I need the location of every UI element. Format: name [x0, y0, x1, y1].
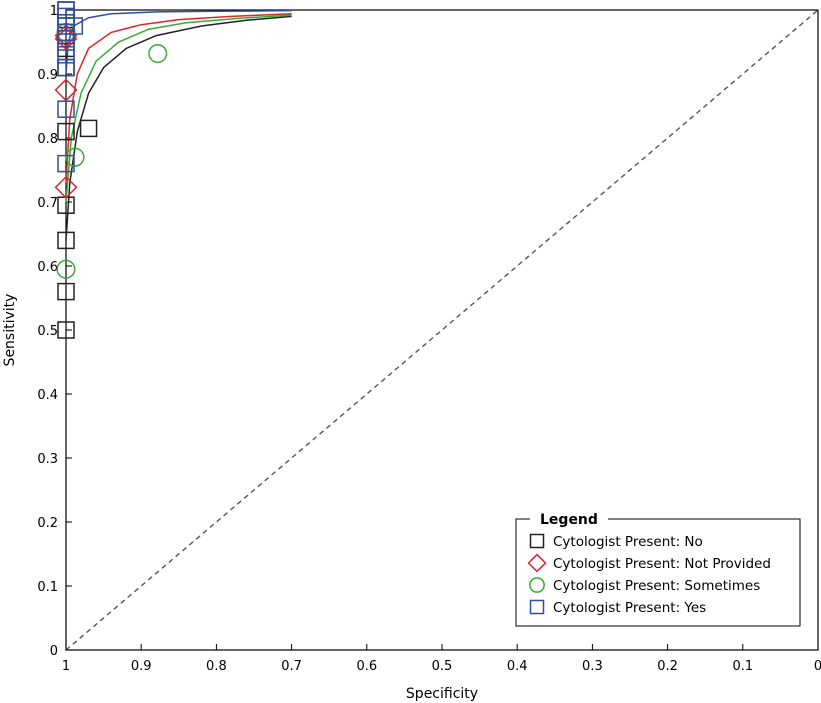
x-axis-label: Specificity — [406, 686, 478, 702]
square-marker — [529, 599, 545, 615]
circle-marker — [65, 147, 85, 167]
x-tick-label: 0.1 — [732, 659, 753, 674]
x-tick-label: 0.5 — [432, 659, 453, 674]
circle-marker — [56, 259, 76, 279]
sroc-curve — [65, 14, 292, 203]
x-axis-ticks: 1 0.9 0.8 0.7 0.6 0.5 0.4 0.3 0.2 0.1 0 — [62, 644, 821, 674]
y-tick-label: 0 — [50, 644, 58, 659]
sroc-curve — [65, 15, 292, 241]
square-marker — [57, 100, 75, 118]
square-marker — [65, 17, 84, 35]
square-marker — [57, 122, 75, 141]
y-tick-label: 0.7 — [37, 196, 58, 211]
legend: Legend Cytologist Present: NoCytologist … — [515, 510, 801, 627]
diamond-marker — [527, 553, 547, 573]
diamond-marker — [54, 175, 78, 199]
legend-entry-label: Cytologist Present: No — [553, 534, 703, 550]
legend-box — [515, 518, 801, 627]
y-tick-label: 0.5 — [37, 324, 58, 339]
sroc-curve — [65, 9, 292, 75]
legend-entries: Cytologist Present: No Cytologist Present… — [527, 533, 771, 616]
legend-entry-label: Cytologist Present: Not Provided — [553, 556, 771, 572]
y-tick-label: 0.4 — [37, 388, 58, 403]
circle-marker — [529, 577, 545, 593]
x-tick-label: 0.9 — [131, 659, 152, 674]
y-tick-label: 0.8 — [37, 132, 58, 147]
legend-title-background — [530, 510, 608, 528]
diamond-marker — [54, 27, 78, 51]
legend-entry-label: Cytologist Present: Yes — [553, 600, 706, 616]
square-marker — [57, 154, 75, 173]
legend-entry-label: Cytologist Present: Sometimes — [553, 578, 760, 594]
sroc-curve — [65, 13, 292, 183]
study-points — [54, 1, 168, 339]
chance-diagonal-line — [65, 9, 819, 651]
y-axis-ticks: 0 0.1 0.2 0.3 0.4 0.5 0.6 0.7 0.8 0.9 1 — [37, 4, 72, 659]
square-marker — [57, 231, 75, 250]
square-marker — [57, 46, 75, 64]
legend-title: Legend — [540, 512, 598, 528]
x-tick-label: 0.2 — [657, 659, 678, 674]
x-tick-label: 1 — [62, 659, 70, 674]
diamond-marker — [54, 24, 78, 48]
x-tick-label: 0 — [814, 659, 821, 674]
x-tick-label: 0.8 — [206, 659, 227, 674]
circle-marker — [148, 43, 168, 64]
y-tick-label: 0.1 — [37, 580, 58, 595]
x-tick-label: 0.3 — [582, 659, 603, 674]
x-tick-label: 0.7 — [281, 659, 302, 674]
sroc-curves — [65, 9, 292, 241]
y-tick-label: 0.3 — [37, 452, 58, 467]
square-marker — [79, 119, 98, 138]
square-marker — [57, 282, 75, 301]
x-tick-label: 0.4 — [507, 659, 528, 674]
y-axis-label: Sensitivity — [2, 294, 18, 367]
diamond-marker — [54, 78, 78, 102]
y-tick-label: 0.9 — [37, 68, 58, 83]
square-marker — [57, 321, 75, 339]
square-marker — [529, 533, 545, 549]
y-tick-label: 0.6 — [37, 260, 58, 275]
y-tick-label: 0.2 — [37, 516, 58, 531]
x-tick-label: 0.6 — [356, 659, 377, 674]
square-marker — [57, 58, 75, 77]
y-tick-label: 1 — [50, 4, 58, 19]
